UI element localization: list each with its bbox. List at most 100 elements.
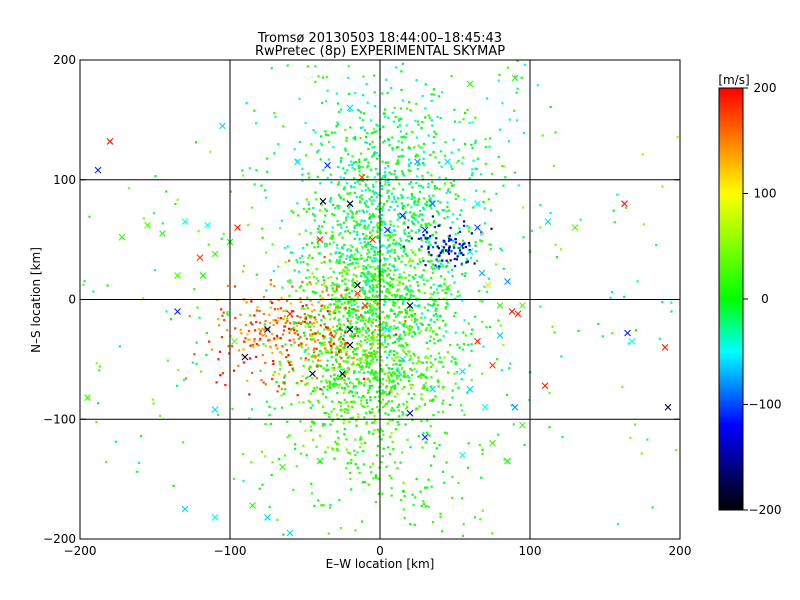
scatter-dot: [389, 328, 392, 331]
scatter-dot: [334, 382, 337, 386]
scatter-dot: [393, 257, 396, 260]
scatter-dot: [274, 344, 278, 347]
scatter-dot: [339, 344, 342, 347]
scatter-dot: [332, 336, 335, 339]
scatter-dot: [355, 274, 358, 278]
scatter-dot: [349, 263, 352, 266]
scatter-dot: [266, 157, 269, 160]
scatter-dot: [484, 222, 487, 225]
scatter-dot: [403, 228, 406, 231]
scatter-dot: [432, 283, 435, 286]
scatter-dot: [308, 176, 311, 179]
scatter-dot: [279, 362, 282, 365]
y-tick-label: 100: [53, 173, 76, 187]
scatter-dot: [375, 378, 379, 381]
scatter-dot: [333, 366, 336, 369]
scatter-dot: [295, 381, 298, 385]
scatter-dot: [386, 446, 390, 449]
scatter-dot: [392, 120, 396, 123]
scatter-cross-marker: [624, 329, 631, 337]
scatter-dot: [371, 320, 374, 323]
scatter-dot: [409, 383, 412, 386]
scatter-cross-marker: [106, 138, 114, 145]
scatter-dot: [371, 146, 374, 149]
scatter-dot: [339, 365, 342, 368]
scatter-dot: [320, 388, 324, 392]
scatter-dot: [460, 262, 463, 265]
scatter-dot: [409, 306, 412, 309]
scatter-dot: [371, 260, 374, 263]
scatter-dot: [348, 311, 351, 314]
scatter-dot: [338, 499, 341, 502]
scatter-dot: [365, 365, 368, 368]
scatter-dot: [407, 147, 410, 150]
scatter-dot: [313, 504, 316, 508]
scatter-dot: [334, 311, 337, 315]
scatter-dot: [396, 326, 399, 329]
scatter-dot: [398, 344, 401, 347]
scatter-dot: [328, 385, 331, 388]
scatter-dot: [365, 243, 368, 246]
scatter-dot: [307, 399, 310, 402]
scatter-dot: [337, 350, 341, 353]
scatter-dot: [368, 351, 371, 354]
scatter-dot: [383, 139, 386, 142]
scatter-dot: [320, 203, 323, 206]
scatter-dot: [421, 361, 424, 364]
scatter-dot: [408, 279, 411, 282]
scatter-dot: [420, 376, 423, 379]
scatter-cross-marker: [466, 80, 474, 88]
scatter-dot: [325, 396, 328, 399]
scatter-dot: [343, 343, 347, 346]
scatter-dot: [416, 281, 419, 284]
scatter-dot: [365, 210, 369, 213]
y-tick-label: −100: [43, 412, 76, 426]
scatter-dot: [417, 215, 421, 218]
scatter-dot: [403, 321, 407, 324]
scatter-dot: [497, 319, 500, 322]
scatter-dot: [384, 321, 388, 324]
scatter-dot: [359, 241, 362, 245]
scatter-dot: [425, 327, 428, 330]
scatter-dot: [335, 289, 338, 292]
scatter-dot: [317, 353, 320, 356]
scatter-dot: [182, 378, 186, 381]
scatter-dot: [254, 355, 258, 359]
scatter-dot: [322, 169, 325, 172]
scatter-dot: [301, 375, 304, 378]
scatter-dot: [330, 334, 334, 337]
scatter-dot: [367, 224, 370, 227]
scatter-dot: [370, 234, 373, 237]
scatter-dot: [390, 309, 393, 313]
scatter-dot: [341, 236, 344, 239]
scatter-dot: [337, 351, 341, 355]
scatter-dot: [352, 371, 356, 374]
scatter-dot: [324, 351, 328, 354]
scatter-dot: [407, 392, 410, 395]
scatter-dot: [381, 220, 384, 223]
scatter-dot: [416, 175, 419, 178]
scatter-dot: [385, 379, 388, 382]
scatter-dot: [403, 220, 406, 223]
scatter-dot: [322, 367, 325, 370]
scatter-dot: [324, 133, 328, 136]
scatter-dot: [339, 341, 343, 344]
scatter-dot: [293, 148, 296, 151]
scatter-dot: [379, 184, 382, 187]
scatter-dot: [374, 328, 377, 332]
scatter-dot: [398, 124, 401, 127]
scatter-dot: [381, 271, 384, 274]
scatter-dot: [340, 414, 343, 418]
scatter-dot: [293, 447, 297, 450]
scatter-dot: [332, 342, 336, 345]
scatter-dot: [467, 442, 470, 445]
scatter-dot: [371, 384, 374, 387]
scatter-dot: [432, 314, 435, 317]
scatter-dot: [276, 518, 279, 521]
scatter-dot: [347, 420, 350, 423]
scatter-dot: [348, 256, 352, 259]
scatter-dot: [229, 190, 232, 193]
scatter-cross-marker: [219, 122, 226, 130]
scatter-dot: [336, 223, 339, 226]
scatter-dot: [325, 287, 328, 290]
